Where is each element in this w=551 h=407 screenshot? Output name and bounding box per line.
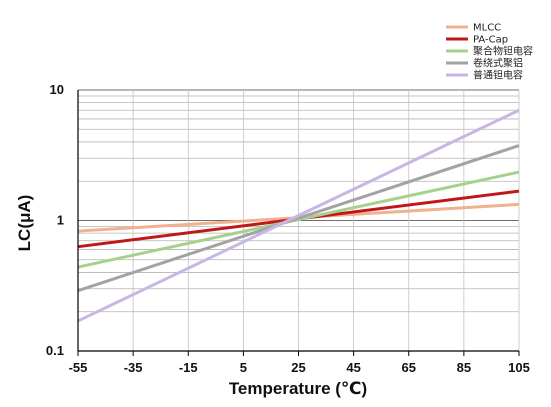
series-line <box>77 144 520 293</box>
x-tick-label: 105 <box>508 360 530 375</box>
y-tick-label: 0.1 <box>46 343 64 358</box>
x-tick-label: -55 <box>69 360 88 375</box>
legend-label: 普通钽电容 <box>473 69 523 82</box>
x-tick-label: -35 <box>124 360 143 375</box>
x-axis-title: Temperature (℃) <box>229 379 367 398</box>
x-tick-label: -15 <box>179 360 198 375</box>
legend-label: 聚合物钽电容 <box>473 45 533 58</box>
x-tick-label: 85 <box>457 360 471 375</box>
y-tick-label: 10 <box>50 82 64 97</box>
x-tick-label: 25 <box>291 360 305 375</box>
axes <box>77 90 520 356</box>
x-tick-label: 45 <box>346 360 360 375</box>
x-tick-label: 5 <box>240 360 247 375</box>
legend-label: MLCC <box>473 23 501 34</box>
series-line <box>77 108 520 323</box>
y-tick-label: 1 <box>57 213 64 228</box>
legend-label: 卷绕式聚铝 <box>473 57 523 70</box>
tick-labels: -55 -35 -15 5 25 45 65 85 105 10 1 0.1 <box>46 82 530 375</box>
legend-label: PA-Cap <box>473 35 508 46</box>
series-lines <box>77 108 520 323</box>
y-axis-title: LC(μA) <box>15 195 34 252</box>
x-tick-label: 65 <box>402 360 416 375</box>
